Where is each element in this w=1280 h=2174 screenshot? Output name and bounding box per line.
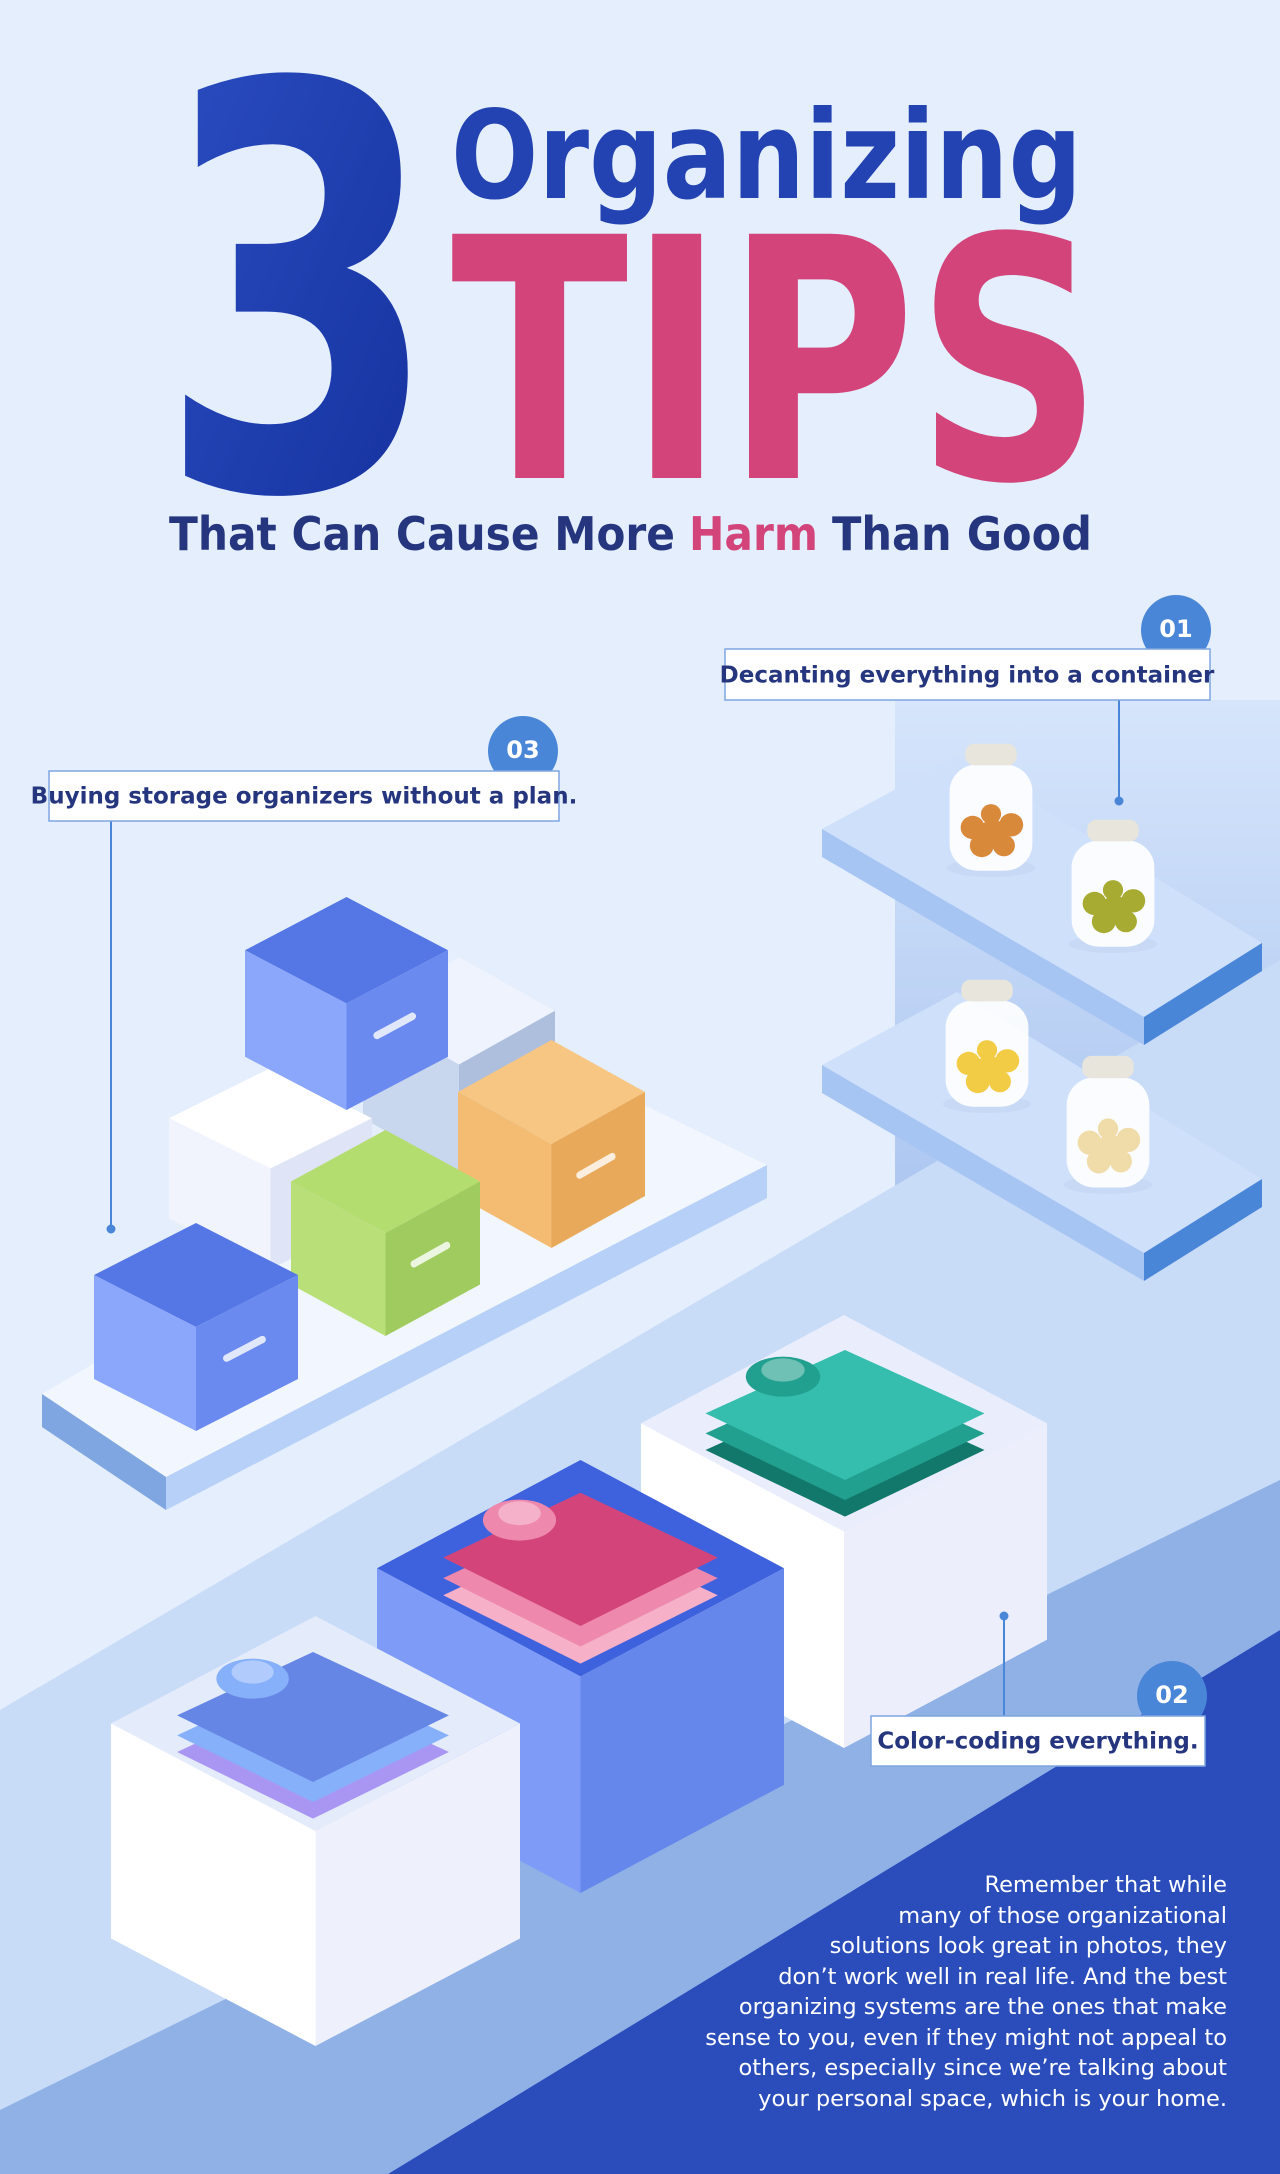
note-line: solutions look great in photos, they [830,1933,1227,1959]
subtitle: Than Good [832,507,1092,561]
note-line: many of those organizational [898,1903,1227,1929]
connector-dot [106,1224,116,1234]
number-badge [488,716,558,786]
label-box [724,648,1211,701]
tip-number: 02 [1155,1681,1188,1709]
title-word: Organizing [451,85,1082,227]
callout: 01 Decanting everything into a container [720,595,1215,806]
note-line: Remember that while [984,1872,1227,1898]
note: Remember that while many of those organi… [705,1872,1227,2112]
number-badge [1141,595,1211,665]
tip-text: Decanting everything into a container [720,663,1215,689]
connector-dot [1114,796,1124,806]
note-line: your personal space, which is your home. [758,2086,1227,2112]
label-box [48,770,560,822]
title-tips: TIPS [451,168,1103,558]
note-line: sense to you, even if they might not app… [705,2025,1227,2051]
note-line: don’t work well in real life. And the be… [778,1964,1227,1990]
tip-number: 01 [1159,615,1192,643]
label-box [870,1715,1206,1767]
note-line: others, especially since we’re talking a… [738,2055,1227,2081]
subtitle: That Can Cause More [169,507,675,561]
shelves [822,756,1262,1281]
connector-dot [999,1611,1009,1621]
title-number: 3 [158,0,440,621]
tip-number: 03 [506,736,539,764]
subtitle-highlight: Harm [689,507,818,561]
note-line: organizing systems are the ones that mak… [739,1994,1227,2020]
callout: 03 Buying storage organizers without a p… [31,716,578,1234]
callout: 02 Color-coding everything. [870,1611,1207,1767]
tip-text: Color-coding everything. [877,1729,1198,1755]
number-badge [1137,1661,1207,1731]
tip-text: Buying storage organizers without a plan… [31,784,578,810]
